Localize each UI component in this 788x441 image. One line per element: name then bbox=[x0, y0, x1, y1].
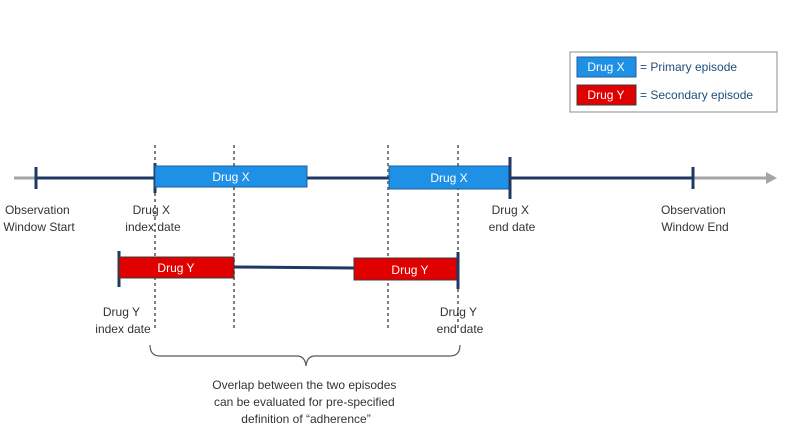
legend-swatch-drug-y bbox=[576, 84, 637, 106]
drug-x-bar-1 bbox=[154, 165, 308, 188]
observation-timeline bbox=[14, 167, 777, 189]
legend-swatch-drug-x-label: Drug X bbox=[587, 60, 624, 74]
drug-y-bar-1-label: Drug Y bbox=[157, 261, 194, 275]
drug-x-bar-1-label: Drug X bbox=[212, 170, 249, 184]
drug-y-end-date-label: Drug Y end date bbox=[437, 305, 484, 336]
legend-swatch-drug-y-label: Drug Y bbox=[587, 88, 624, 102]
legend-swatch-drug-x bbox=[576, 56, 637, 78]
drug-x-index-date-label: Drug X index date bbox=[125, 203, 181, 234]
drug-y-bar-1 bbox=[118, 256, 235, 279]
legend-secondary-episode-label: = Secondary episode bbox=[640, 88, 753, 102]
timeline-arrowhead bbox=[766, 172, 777, 184]
overlap-note: Overlap between the two episodes can be … bbox=[212, 378, 399, 426]
drug-x-bar-2-label: Drug X bbox=[430, 171, 467, 185]
drug-y-index-date-label: Drug Y index date bbox=[95, 305, 151, 336]
drug-y-bar-2-label: Drug Y bbox=[391, 263, 428, 277]
drug-y-episodes: Drug Y Drug Y bbox=[117, 251, 460, 289]
observation-window-start-label: Observation Window Start bbox=[3, 203, 75, 234]
drug-x-end-date-label: Drug X end date bbox=[489, 203, 536, 234]
overlap-brace bbox=[149, 344, 461, 367]
drug-x-episodes: Drug X Drug X bbox=[153, 157, 512, 199]
legend-primary-episode-label: = Primary episode bbox=[640, 60, 737, 74]
observation-window-end-label: Observation Window End bbox=[661, 203, 729, 234]
drug-y-gap-line bbox=[233, 265, 355, 270]
legend: Drug X = Primary episode Drug Y = Second… bbox=[569, 51, 778, 113]
timeline-labels: Observation Window Start Drug X index da… bbox=[3, 203, 729, 336]
